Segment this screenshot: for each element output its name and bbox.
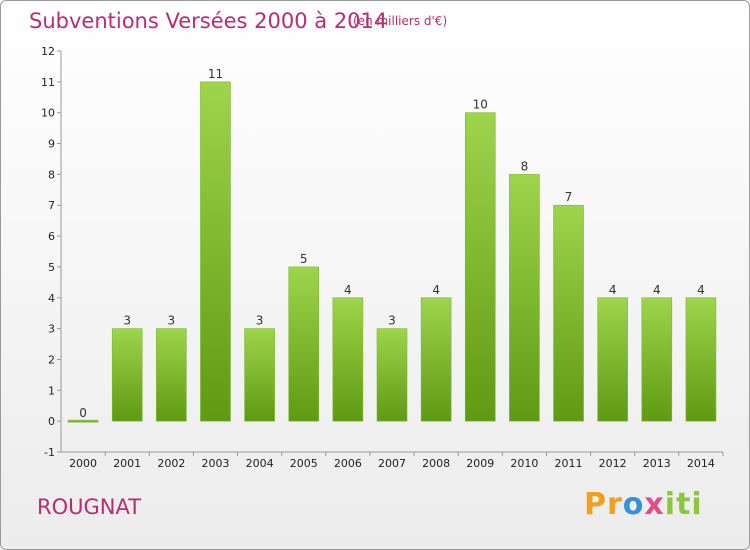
y-tick-label: 0 — [48, 415, 55, 428]
x-tick-label: 2008 — [422, 457, 450, 470]
y-tick-label: 4 — [48, 292, 55, 305]
x-tick-label: 2005 — [290, 457, 318, 470]
x-tick-label: 2007 — [378, 457, 406, 470]
data-label: 0 — [79, 406, 87, 420]
bar — [111, 328, 143, 422]
x-tick-label: 2011 — [555, 457, 583, 470]
chart-subtitle: (en milliers d'€) — [353, 14, 448, 28]
proxiti-logo: Proxiti — [584, 487, 703, 522]
bar — [553, 204, 584, 422]
x-tick-label: 2003 — [201, 457, 229, 470]
bar — [200, 81, 231, 422]
bars — [67, 81, 717, 423]
bar — [288, 266, 320, 422]
data-label: 3 — [388, 314, 396, 328]
logo-part: x — [644, 487, 665, 522]
x-tick-label: 2010 — [510, 457, 538, 470]
y-tick-label: 3 — [48, 323, 55, 336]
bar — [332, 297, 364, 422]
y-tick-label: 2 — [48, 353, 55, 366]
data-label: 4 — [697, 283, 705, 297]
logo-part: iti — [664, 487, 703, 522]
data-label: 3 — [123, 314, 131, 328]
y-tick-label: 7 — [48, 199, 55, 212]
x-tick-label: 2001 — [113, 457, 141, 470]
place-name: ROUGNAT — [37, 495, 142, 519]
x-tick-label: 2009 — [466, 457, 494, 470]
bar — [509, 174, 540, 422]
y-tick-label: 1 — [48, 384, 55, 397]
logo-part: Pr — [584, 487, 623, 522]
data-label: 4 — [344, 283, 352, 297]
x-tick-label: 2002 — [157, 457, 185, 470]
y-tick-label: -1 — [44, 446, 55, 459]
bar — [156, 328, 187, 422]
bar — [244, 328, 275, 422]
data-label: 4 — [432, 283, 440, 297]
data-label: 5 — [300, 252, 308, 266]
bar — [420, 297, 452, 422]
y-tick-label: 6 — [48, 230, 55, 243]
chart-title: Subventions Versées 2000 à 2014 — [29, 9, 388, 33]
data-label: 10 — [473, 98, 488, 112]
bar — [376, 328, 408, 422]
bar — [464, 112, 496, 422]
x-tick-label: 2004 — [246, 457, 274, 470]
y-tick-label: 12 — [41, 45, 55, 58]
data-label: 8 — [521, 159, 529, 173]
y-tick-label: 10 — [41, 107, 55, 120]
data-label: 4 — [653, 283, 661, 297]
data-label: 7 — [565, 190, 573, 204]
bar — [685, 297, 717, 422]
data-label: 3 — [256, 314, 264, 328]
data-label: 4 — [609, 283, 617, 297]
data-label: 3 — [168, 314, 176, 328]
x-tick-label: 2000 — [69, 457, 97, 470]
bar — [67, 419, 99, 423]
y-tick-label: 11 — [41, 76, 55, 89]
x-tick-label: 2013 — [643, 457, 671, 470]
bar — [641, 297, 673, 422]
bar — [597, 297, 628, 422]
y-tick-label: 8 — [48, 168, 55, 181]
x-tick-label: 2012 — [599, 457, 627, 470]
y-tick-label: 5 — [48, 261, 55, 274]
logo-part: o — [622, 487, 645, 522]
bar-labels: 0 3 3 11 3 5 4 3 4 10 8 7 4 4 4 — [79, 67, 705, 420]
data-label: 11 — [208, 67, 223, 81]
y-tick-label: 9 — [48, 138, 55, 151]
x-tick-label: 2014 — [687, 457, 715, 470]
x-tick-label: 2006 — [334, 457, 362, 470]
